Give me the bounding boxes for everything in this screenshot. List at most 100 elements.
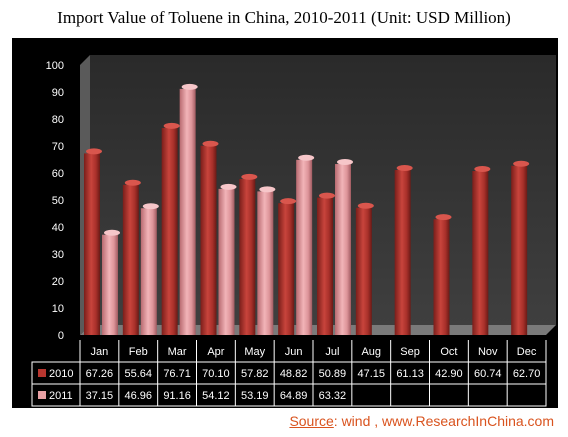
data-label: 48.82 (280, 368, 308, 380)
x-tick-label: Oct (440, 346, 457, 358)
y-tick-label: 40 (52, 222, 64, 234)
bar-top (241, 173, 258, 180)
data-table: Jan Feb Mar Apr May Jun Jul Aug Sep Oct Nov Dec 2010… (31, 340, 547, 407)
bar-front (257, 191, 274, 335)
y-tick-label: 10 (52, 303, 64, 315)
bar-2011 (218, 183, 237, 335)
data-label: 57.82 (241, 368, 269, 380)
data-label: 55.64 (124, 368, 152, 380)
bar-front (161, 127, 178, 336)
x-tick-label: Jun (285, 346, 303, 358)
bar-top (357, 202, 374, 209)
x-tick-label: May (244, 346, 265, 358)
data-label: 47.15 (357, 368, 385, 380)
data-label: 50.89 (319, 368, 347, 380)
bar-top (142, 203, 159, 210)
bar-front (511, 165, 528, 335)
bar-top (337, 159, 353, 166)
y-tick-label: 60 (52, 168, 64, 180)
bar-2011 (257, 186, 276, 335)
x-tick-label: Jan (91, 346, 109, 358)
data-label: 42.90 (435, 368, 463, 380)
bar-front (84, 153, 100, 335)
bar-front (200, 145, 217, 335)
bar-front (278, 203, 295, 335)
bar-top (319, 192, 335, 199)
bar-front (394, 169, 411, 335)
source-label: Source (289, 413, 334, 429)
data-label: 91.16 (163, 390, 191, 402)
x-tick-label: Dec (517, 346, 537, 358)
bar-top (124, 179, 141, 186)
bar-2010 (355, 202, 374, 335)
bar-top (513, 160, 530, 167)
bar-2010 (317, 192, 335, 335)
y-tick-label: 90 (52, 87, 64, 99)
data-label: 60.74 (474, 368, 502, 380)
data-label: 70.10 (202, 368, 230, 380)
bar-2010 (278, 198, 297, 335)
bar-front (179, 88, 196, 335)
x-tick-label: Aug (361, 346, 381, 358)
bar-top (280, 198, 297, 205)
x-tick-label: Feb (129, 346, 148, 358)
bar-2011 (296, 154, 315, 335)
data-label: 67.26 (86, 368, 114, 380)
y-tick-label: 70 (52, 141, 64, 153)
bar-top (181, 83, 198, 90)
bar-top (104, 229, 120, 236)
bar-2011 (140, 203, 159, 335)
bar-front (355, 207, 372, 335)
bar-2010 (433, 214, 452, 335)
legend-label: 2010 (49, 368, 73, 380)
legend-swatch (38, 391, 46, 399)
bar-top (298, 154, 315, 161)
bar-front (218, 188, 235, 335)
legend-label: 2011 (49, 390, 73, 402)
x-tick-label: Apr (207, 346, 224, 358)
data-label: 76.71 (163, 368, 191, 380)
y-tick-label: 100 (46, 60, 64, 72)
x-tick-label: Jul (325, 346, 339, 358)
bar-front (335, 164, 351, 335)
source-text: : wind , www.ResearchInChina.com (333, 413, 554, 429)
bar-2011 (335, 159, 353, 335)
bar-2010 (472, 166, 491, 335)
data-label: 46.96 (124, 390, 152, 402)
y-tick-label: 30 (52, 249, 64, 261)
x-tick-label: Nov (478, 346, 498, 358)
bar-front (239, 178, 256, 335)
chart-title: Import Value of Toluene in China, 2010-2… (57, 8, 511, 27)
data-label: 63.32 (319, 390, 347, 402)
x-tick-label: Sep (400, 346, 420, 358)
chart-panel: 0 10 20 30 40 50 60 70 80 90 100 Jan Feb Mar Apr May Ju… (12, 38, 558, 408)
bar-front (433, 219, 450, 335)
bar-front (472, 171, 489, 335)
bar-top (259, 186, 276, 193)
bar-2010 (122, 179, 141, 335)
bar-front (317, 197, 333, 335)
bar-top (163, 122, 180, 129)
bar-chart: 0 10 20 30 40 50 60 70 80 90 100 Jan Feb Mar Apr May Ju… (31, 55, 556, 407)
bar-series (84, 83, 530, 336)
bar-2010 (394, 164, 413, 335)
bar-2010 (200, 140, 219, 335)
bar-top (396, 164, 413, 171)
bar-2011 (179, 83, 198, 335)
bar-front (140, 208, 157, 335)
data-label: 54.12 (202, 390, 230, 402)
y-tick-label: 80 (52, 114, 64, 126)
bar-2010 (161, 122, 180, 336)
bar-front (122, 184, 139, 335)
bar-front (296, 159, 313, 335)
bar-2010 (84, 148, 102, 335)
y-tick-label: 20 (52, 276, 64, 288)
bar-2010 (511, 160, 530, 335)
source-note: Source: wind , www.ResearchInChina.com (0, 413, 554, 429)
bar-top (220, 183, 237, 190)
data-label: 64.89 (280, 390, 308, 402)
x-tick-label: Mar (168, 346, 187, 358)
data-label: 37.15 (86, 390, 114, 402)
bar-top (435, 214, 452, 221)
y-tick-label: 0 (58, 330, 64, 342)
